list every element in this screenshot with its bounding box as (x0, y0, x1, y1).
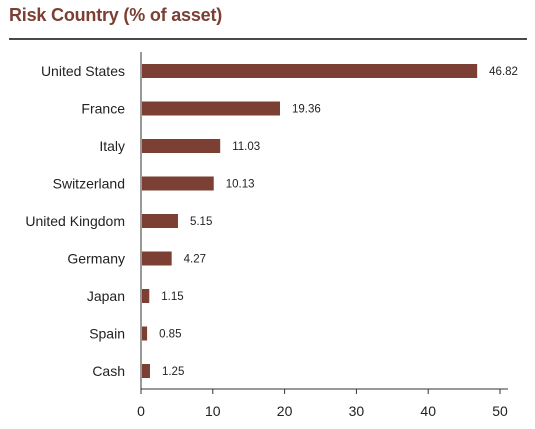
category-label: France (81, 101, 125, 117)
data-label: 46.82 (489, 66, 518, 78)
data-label: 4.27 (184, 254, 206, 266)
bar-france (142, 101, 281, 116)
bar-united-states (142, 64, 478, 78)
category-label: Spain (89, 326, 125, 342)
data-label: 11.03 (232, 141, 260, 153)
data-label: 0.85 (159, 329, 181, 341)
bar-switzerland (142, 176, 214, 191)
title-divider (9, 38, 527, 40)
data-label: 19.36 (292, 104, 321, 116)
bar-japan (142, 289, 150, 303)
data-label: 1.15 (161, 291, 183, 303)
bar-united-kingdom (142, 214, 178, 228)
data-label: 5.15 (190, 216, 212, 228)
data-label: 1.25 (162, 366, 184, 378)
category-label: United Kingdom (25, 213, 125, 229)
bar-italy (142, 139, 221, 153)
category-label: Japan (87, 288, 125, 304)
category-label: Cash (92, 363, 125, 379)
chart-title: Risk Country (% of asset) (9, 5, 223, 25)
category-label: Switzerland (53, 176, 125, 192)
category-label: United States (41, 63, 125, 79)
x-tick-label: 50 (492, 403, 508, 419)
bar-cash (142, 364, 150, 378)
category-label: Germany (67, 251, 125, 267)
x-tick-label: 10 (205, 403, 221, 419)
x-tick-label: 40 (420, 403, 436, 419)
x-tick-label: 20 (277, 403, 293, 419)
x-tick-label: 30 (349, 403, 365, 419)
bar-spain (142, 326, 148, 341)
data-label: 10.13 (226, 179, 255, 191)
category-label: Italy (99, 138, 125, 154)
bar-germany (142, 251, 172, 266)
x-tick-label: 0 (137, 403, 145, 419)
